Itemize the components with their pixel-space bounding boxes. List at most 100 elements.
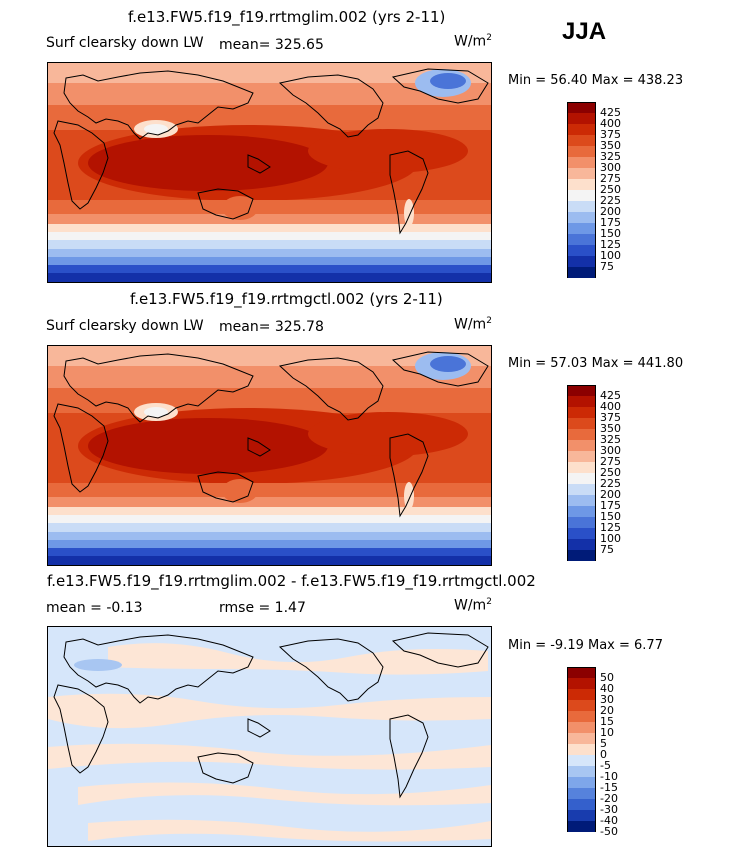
panel2-map-field xyxy=(48,346,491,565)
colorbar-label: 125 xyxy=(600,521,621,534)
colorbar-swatch xyxy=(567,157,596,168)
colorbar-swatch xyxy=(567,234,596,245)
colorbar-swatch xyxy=(567,190,596,201)
colorbar-swatch xyxy=(567,506,596,517)
colorbar-swatch xyxy=(567,451,596,462)
colorbar-label: 200 xyxy=(600,488,621,501)
colorbar-swatch xyxy=(567,473,596,484)
colorbar-swatch xyxy=(567,113,596,124)
colorbar-swatch xyxy=(567,766,596,777)
panel2-mean: mean= 325.78 xyxy=(219,319,324,335)
panel1-minmax: Min = 56.40 Max = 438.23 xyxy=(508,73,684,88)
colorbar-label: 200 xyxy=(600,205,621,218)
colorbar-label: 375 xyxy=(600,128,621,141)
colorbar-label: 75 xyxy=(600,260,614,273)
colorbar-label: -50 xyxy=(600,825,618,838)
colorbar-swatch xyxy=(567,146,596,157)
colorbar-label: 225 xyxy=(600,477,621,490)
colorbar-swatch xyxy=(567,267,596,278)
panel2-title: f.e13.FW5.f19_f19.rrtmgctl.002 (yrs 2-11… xyxy=(130,290,443,308)
panel3-rmse: rmse = 1.47 xyxy=(219,600,306,616)
panel1-variable: Surf clearsky down LW xyxy=(46,35,204,51)
colorbar-swatch xyxy=(567,201,596,212)
colorbar-label: -10 xyxy=(600,770,618,783)
colorbar-label: 400 xyxy=(600,117,621,130)
colorbar-swatch xyxy=(567,484,596,495)
colorbar-label: 300 xyxy=(600,161,621,174)
colorbar-swatch xyxy=(567,744,596,755)
colorbar-swatch xyxy=(567,810,596,821)
colorbar-swatch xyxy=(567,799,596,810)
panel3-mean: mean = -0.13 xyxy=(46,600,143,616)
colorbar-swatch xyxy=(567,528,596,539)
colorbar-swatch xyxy=(567,517,596,528)
colorbar-label: 0 xyxy=(600,748,607,761)
colorbar-swatch xyxy=(567,385,596,397)
panel1-title: f.e13.FW5.f19_f19.rrtmglim.002 (yrs 2-11… xyxy=(128,8,446,26)
colorbar-label: 175 xyxy=(600,216,621,229)
colorbar-swatch xyxy=(567,788,596,799)
colorbar-label: 10 xyxy=(600,726,614,739)
colorbar-label: 250 xyxy=(600,466,621,479)
colorbar-swatch xyxy=(567,700,596,711)
colorbar-label: 150 xyxy=(600,227,621,240)
colorbar-label: 30 xyxy=(600,693,614,706)
colorbar-label: 425 xyxy=(600,106,621,119)
colorbar-swatch xyxy=(567,689,596,700)
colorbar-label: 225 xyxy=(600,194,621,207)
colorbar-label: 40 xyxy=(600,682,614,695)
colorbar-swatch xyxy=(567,678,596,689)
panel1-map-field xyxy=(48,63,491,282)
colorbar-swatch xyxy=(567,550,596,561)
colorbar-swatch xyxy=(567,440,596,451)
colorbar-swatch xyxy=(567,755,596,766)
colorbar-swatch xyxy=(567,722,596,733)
colorbar-label: 275 xyxy=(600,455,621,468)
colorbar-label: 425 xyxy=(600,389,621,402)
colorbar-label: 350 xyxy=(600,422,621,435)
panel1-units: W/m2 xyxy=(454,33,492,50)
colorbar-label: 250 xyxy=(600,183,621,196)
colorbar-swatch xyxy=(567,418,596,429)
colorbar-label: 325 xyxy=(600,150,621,163)
colorbar-swatch xyxy=(567,168,596,179)
panel2-units: W/m2 xyxy=(454,316,492,333)
panel3-map xyxy=(47,626,492,847)
colorbar-swatch xyxy=(567,777,596,788)
colorbar-label: 400 xyxy=(600,400,621,413)
colorbar-swatch xyxy=(567,667,596,679)
colorbar-swatch xyxy=(567,223,596,234)
colorbar-label: 15 xyxy=(600,715,614,728)
colorbar-swatch xyxy=(567,733,596,744)
colorbar-swatch xyxy=(567,256,596,267)
panel3-title: f.e13.FW5.f19_f19.rrtmglim.002 - f.e13.F… xyxy=(47,572,536,590)
colorbar-swatch xyxy=(567,179,596,190)
colorbar-swatch xyxy=(567,821,596,832)
panel2-minmax: Min = 57.03 Max = 441.80 xyxy=(508,356,684,371)
colorbar-label: 5 xyxy=(600,737,607,750)
colorbar-label: 325 xyxy=(600,433,621,446)
colorbar-swatch xyxy=(567,212,596,223)
colorbar-swatch xyxy=(567,462,596,473)
panel2-variable: Surf clearsky down LW xyxy=(46,318,204,334)
colorbar-swatch xyxy=(567,245,596,256)
panel2-colorbar: 425 400 375 350 325 300 275 250 225 200 175 150 125 1… xyxy=(567,385,627,561)
colorbar-label: 300 xyxy=(600,444,621,457)
colorbar-label: 100 xyxy=(600,532,621,545)
panel3-minmax: Min = -9.19 Max = 6.77 xyxy=(508,638,663,653)
panel3-map-field xyxy=(48,627,491,846)
panel3-colorbar: 50 40 30 20 15 10 5 0 -5 -10 -15 -20 -30 -40 -50 xyxy=(567,667,627,843)
colorbar-label: -5 xyxy=(600,759,611,772)
colorbar-label: 50 xyxy=(600,671,614,684)
colorbar-label: 375 xyxy=(600,411,621,424)
colorbar-label: 350 xyxy=(600,139,621,152)
panel3-units: W/m2 xyxy=(454,597,492,614)
panel1-mean: mean= 325.65 xyxy=(219,37,324,53)
season-label: JJA xyxy=(562,18,607,45)
colorbar-label: -20 xyxy=(600,792,618,805)
colorbar-swatch xyxy=(567,539,596,550)
panel1-map xyxy=(47,62,492,283)
colorbar-swatch xyxy=(567,495,596,506)
colorbar-label: -40 xyxy=(600,814,618,827)
colorbar-swatch xyxy=(567,124,596,135)
